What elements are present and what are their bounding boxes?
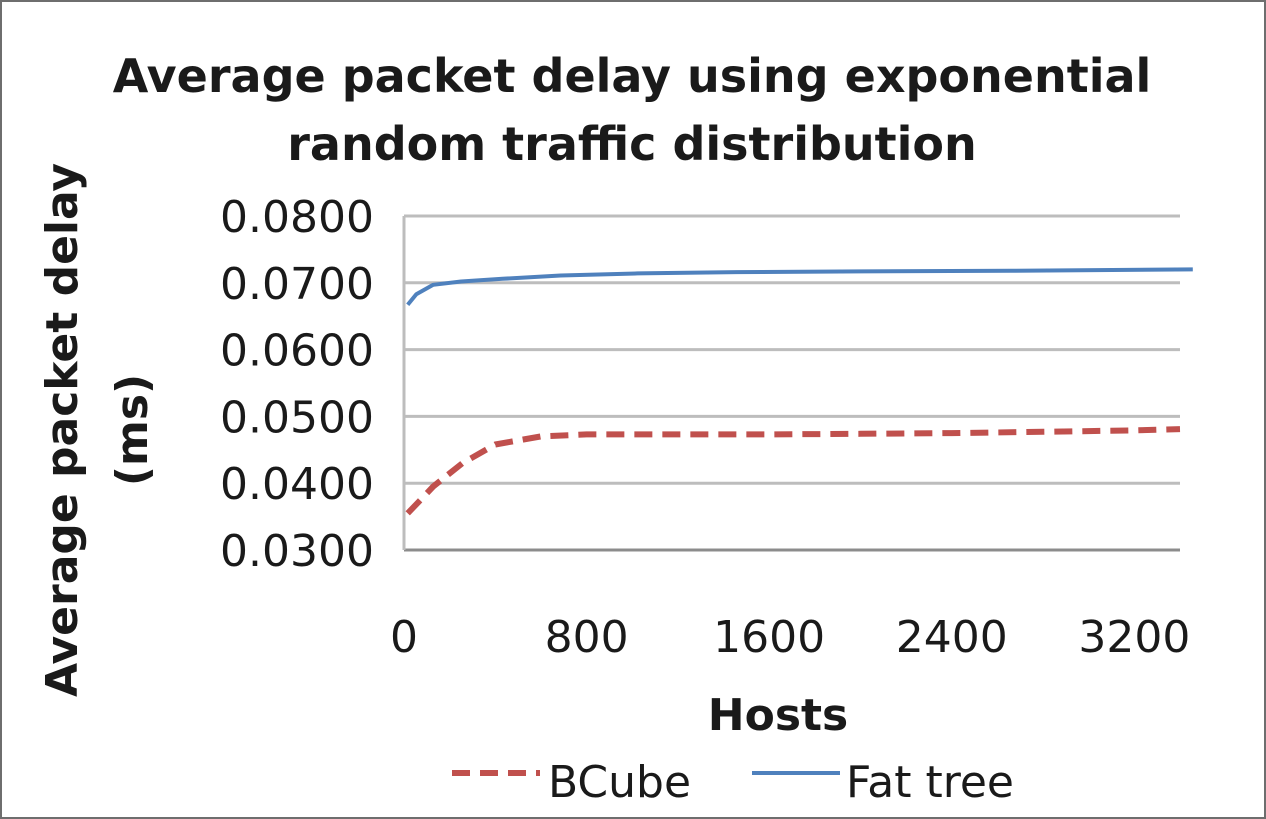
legend-label-bcube: BCube (548, 757, 691, 808)
x-tick-labels: 0 800 1600 2400 3200 (390, 612, 1190, 663)
legend: BCube Fat tree (452, 757, 1014, 808)
x-tick-label: 1600 (713, 612, 825, 663)
y-tick-label: 0.0700 (220, 259, 374, 310)
y-tick-label: 0.0600 (220, 326, 374, 377)
series-line-fat-tree (406, 267, 1193, 307)
chart-title-line-1: Average packet delay using exponential (113, 49, 1152, 103)
chart-title-line-2: random traffic distribution (287, 117, 977, 171)
legend-label-fat-tree: Fat tree (846, 757, 1014, 808)
series-line-bcube (405, 426, 1181, 516)
x-axis-title: Hosts (708, 690, 848, 741)
y-tick-label: 0.0800 (220, 192, 374, 243)
y-axis-title-line-1: Average packet delay (37, 163, 88, 697)
x-tick-label: 2400 (896, 612, 1008, 663)
x-tick-label: 3200 (1078, 612, 1190, 663)
gridlines (404, 214, 1180, 552)
y-tick-label: 0.0500 (220, 392, 374, 443)
y-tick-label: 0.0400 (220, 459, 374, 510)
y-axis-title-line-2: (ms) (107, 374, 158, 486)
y-tick-label: 0.0300 (220, 526, 374, 577)
x-tick-label: 0 (390, 612, 418, 663)
y-tick-labels: 0.0300 0.0400 0.0500 0.0600 0.0700 0.0800 (220, 192, 374, 577)
series-lines (405, 267, 1193, 516)
x-tick-label: 800 (545, 612, 629, 663)
